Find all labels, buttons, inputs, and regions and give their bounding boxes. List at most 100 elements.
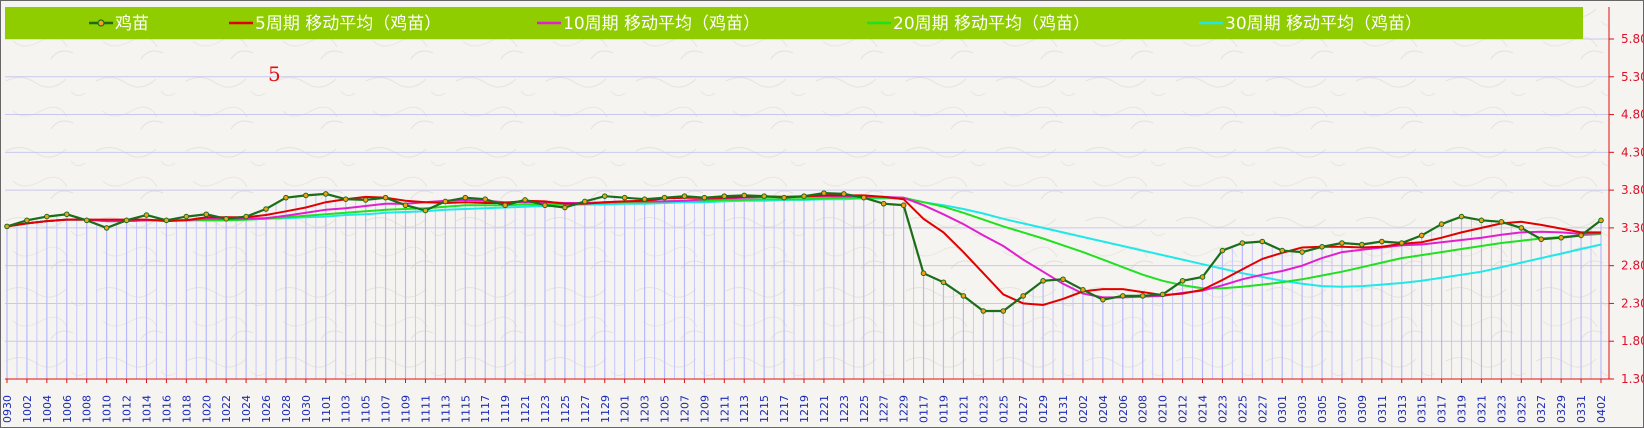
x-tick-label: 0206 xyxy=(1117,395,1130,423)
data-point xyxy=(283,194,289,201)
data-point xyxy=(323,191,329,197)
legend-item: 5周期 移动平均（鸡苗） xyxy=(229,14,441,34)
legend: 鸡苗 5周期 移动平均（鸡苗） 10周期 移动平均（鸡苗） 20周期 移动平均（鸡苗）… xyxy=(89,14,1422,34)
data-point xyxy=(920,270,927,277)
data-point xyxy=(4,223,10,230)
data-point xyxy=(761,193,767,199)
x-tick-label: 0210 xyxy=(1157,395,1170,423)
data-point xyxy=(1558,234,1564,241)
data-point xyxy=(1458,213,1465,220)
legend-item: 30周期 移动平均（鸡苗） xyxy=(1199,14,1422,34)
x-tick-label: 0331 xyxy=(1575,395,1588,423)
data-point xyxy=(402,202,409,209)
data-point xyxy=(741,192,748,199)
x-tick-label: 1129 xyxy=(599,395,612,423)
data-point xyxy=(880,200,887,207)
legend-label: 20周期 移动平均（鸡苗） xyxy=(893,14,1090,34)
data-point xyxy=(103,225,110,231)
data-point xyxy=(601,193,608,199)
x-tick-label: 1008 xyxy=(81,395,94,423)
x-tick-label: 0129 xyxy=(1037,395,1050,423)
data-point xyxy=(1259,238,1266,245)
data-point xyxy=(701,194,708,201)
y-tick-label: 1.30 xyxy=(1621,372,1643,386)
x-tick-label: 1207 xyxy=(679,395,692,423)
data-point xyxy=(482,196,489,202)
x-tick-label: 0311 xyxy=(1376,395,1389,423)
x-tick-label: 1016 xyxy=(160,395,173,423)
data-point xyxy=(462,194,469,201)
x-tick-label: 1018 xyxy=(180,395,193,423)
data-point xyxy=(1438,221,1445,227)
x-tick-label: 1101 xyxy=(320,395,333,423)
data-point xyxy=(1398,240,1405,246)
x-tick-label: 1006 xyxy=(61,395,74,423)
data-point xyxy=(1498,219,1505,225)
x-tick-label: 1123 xyxy=(539,395,552,423)
x-tick-label: 1117 xyxy=(479,395,492,423)
x-tick-label: 0202 xyxy=(1077,395,1090,423)
data-point xyxy=(203,211,210,218)
data-point xyxy=(562,204,568,211)
x-tick-label: 0317 xyxy=(1436,395,1449,423)
series-markers xyxy=(4,190,1604,314)
y-tick-label: 3.80 xyxy=(1621,183,1643,197)
data-point xyxy=(44,213,50,220)
data-point xyxy=(1000,308,1007,314)
x-tick-label: 1103 xyxy=(340,395,353,423)
x-tick-label: 0329 xyxy=(1555,395,1568,423)
data-point xyxy=(1379,238,1385,245)
x-tick-label: 1219 xyxy=(798,395,811,423)
data-point xyxy=(163,217,170,224)
x-tick-label: 1002 xyxy=(21,395,34,423)
legend-item: 10周期 移动平均（鸡苗） xyxy=(537,14,760,34)
x-tick-label: 1111 xyxy=(419,395,432,423)
data-point xyxy=(83,217,90,224)
data-point xyxy=(1598,217,1604,224)
x-tick-label: 1223 xyxy=(838,395,851,423)
data-point xyxy=(303,192,309,199)
data-point xyxy=(1020,293,1026,299)
data-point xyxy=(1299,249,1305,255)
data-point xyxy=(183,213,190,220)
x-tick-label: 1014 xyxy=(141,395,154,423)
x-tick-label: 1028 xyxy=(280,395,293,423)
chart-annotation: 5 xyxy=(268,62,281,86)
x-tick-label: 1030 xyxy=(300,395,313,423)
data-point xyxy=(781,194,787,201)
x-tick-label: 1215 xyxy=(758,395,771,423)
data-point xyxy=(1080,287,1086,293)
x-axis: 0930 1002 1004 1006 1008 1010 1012 1014 1016 1018… xyxy=(1,379,1608,423)
data-point xyxy=(1279,247,1285,254)
x-tick-label: 1211 xyxy=(718,395,731,423)
data-point xyxy=(1339,240,1345,246)
data-point xyxy=(641,196,648,202)
x-tick-label: 1221 xyxy=(818,395,831,423)
x-tick-label: 1010 xyxy=(101,395,114,423)
x-tick-label: 0117 xyxy=(918,395,931,423)
x-tick-label: 1127 xyxy=(579,395,592,423)
x-tick-label: 0131 xyxy=(1057,395,1070,423)
data-point xyxy=(1538,236,1545,243)
data-point xyxy=(1139,293,1146,299)
data-point xyxy=(263,206,269,212)
x-tick-label: 1227 xyxy=(878,395,891,423)
data-point xyxy=(243,213,249,220)
x-tick-label: 0127 xyxy=(1017,395,1030,423)
x-tick-label: 0119 xyxy=(938,395,951,423)
data-point xyxy=(223,216,229,222)
x-tick-label: 0402 xyxy=(1595,395,1608,423)
x-tick-label: 0303 xyxy=(1296,395,1309,423)
x-tick-label: 0325 xyxy=(1515,395,1528,423)
x-tick-label: 0313 xyxy=(1396,395,1409,423)
x-tick-label: 1217 xyxy=(778,395,791,423)
x-tick-label: 0305 xyxy=(1316,395,1329,423)
data-point xyxy=(1478,217,1485,224)
legend-item: 鸡苗 xyxy=(89,14,149,34)
x-tick-label: 0223 xyxy=(1216,395,1229,423)
data-point xyxy=(841,191,847,197)
data-point xyxy=(821,190,827,196)
x-tick-label: 0212 xyxy=(1177,395,1190,423)
